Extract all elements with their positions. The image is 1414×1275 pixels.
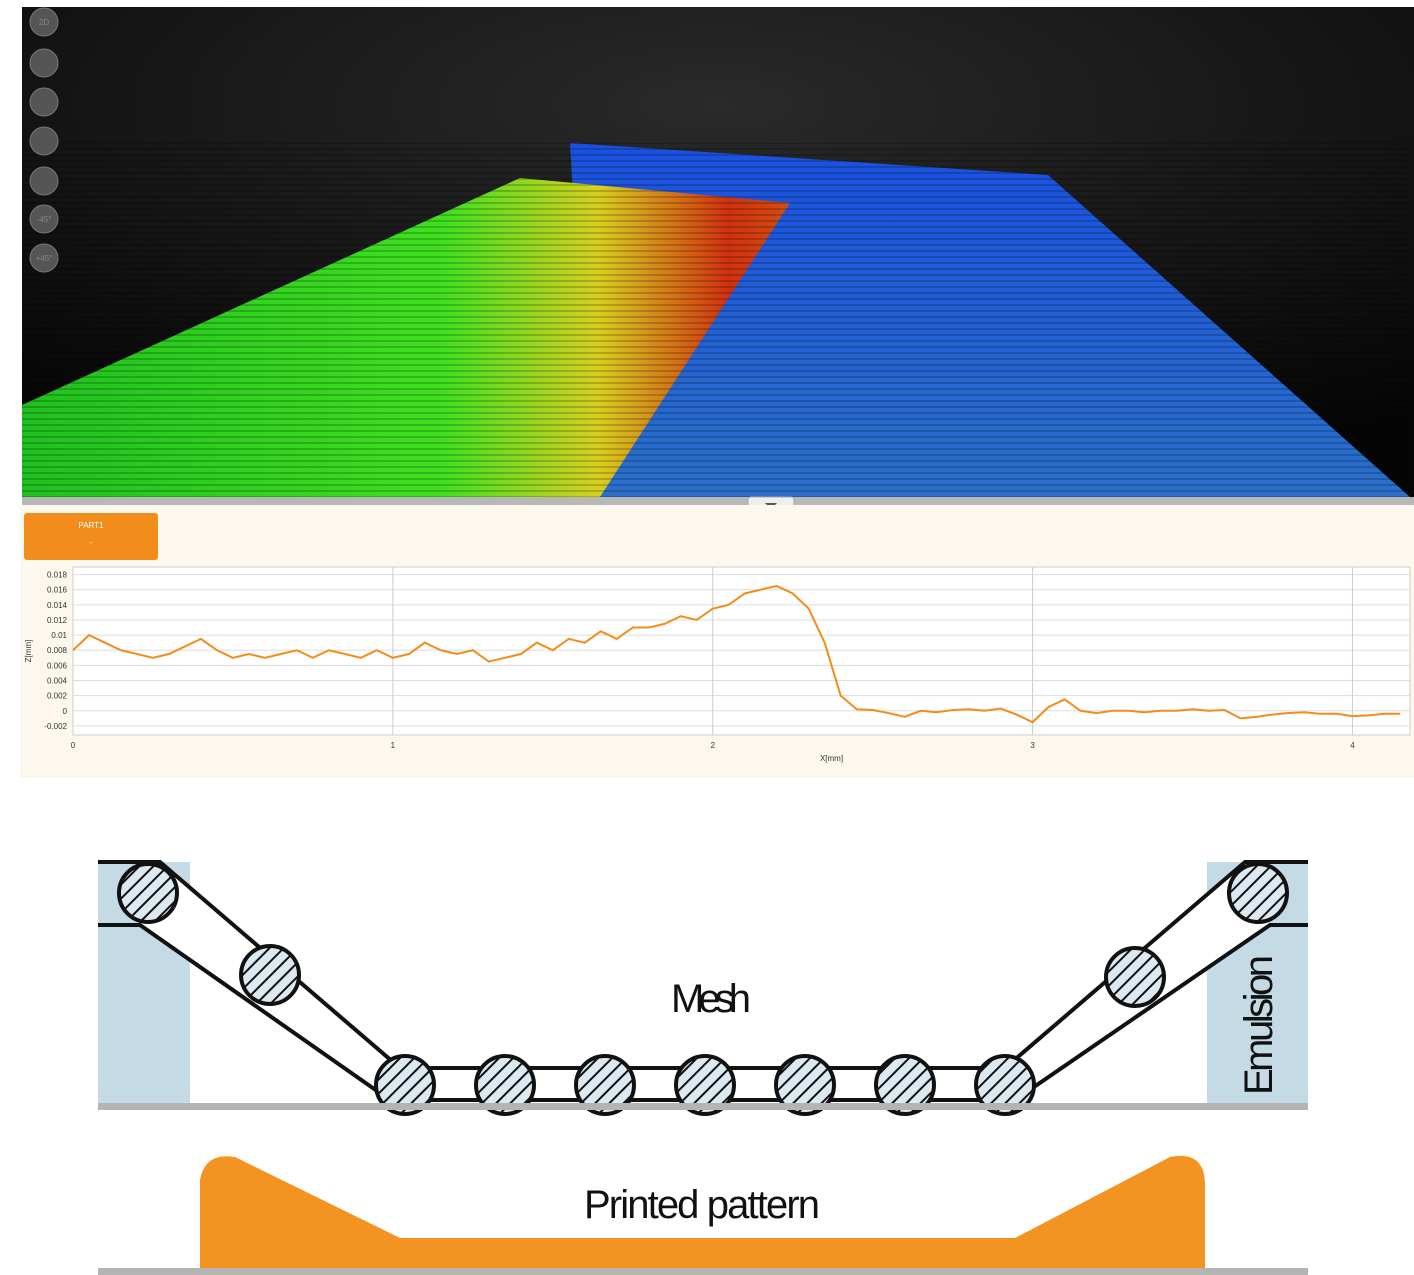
view-button-label: 2D [39, 18, 49, 27]
tab-value: - [24, 538, 158, 547]
y-tick-label: 0.016 [47, 586, 68, 595]
y-tick-label: 0.006 [47, 661, 68, 670]
x-tick-label: 0 [71, 741, 76, 750]
emulsion-label: Emulsion [1237, 955, 1281, 1095]
view-button[interactable] [30, 88, 58, 116]
y-axis-label: Z[mm] [24, 640, 33, 663]
tab-title: PART1 [24, 521, 158, 530]
y-tick-label: 0 [63, 707, 68, 716]
y-tick-label: 0.002 [47, 692, 68, 701]
view-button[interactable] [30, 49, 58, 77]
y-tick-label: 0.012 [47, 616, 68, 625]
splitter [22, 497, 1414, 505]
view-button-label: -45° [37, 215, 52, 224]
part-tab[interactable]: PART1 - [24, 513, 158, 560]
mesh-label: Mesh [671, 977, 751, 1021]
x-axis-label: X[mm] [820, 754, 843, 763]
x-tick-label: 4 [1350, 741, 1355, 750]
view-button[interactable] [30, 167, 58, 195]
y-tick-label: 0.008 [47, 646, 68, 655]
page: 2D -45° +45° 0.018 0.016 0.014 0.012 0.01 0.008… [0, 0, 1414, 1275]
print-label: Printed pattern [584, 1183, 820, 1227]
y-tick-label: 0.004 [47, 677, 68, 686]
view-button[interactable] [30, 127, 58, 155]
x-tick-label: 2 [710, 741, 715, 750]
x-tick-label: 1 [391, 741, 396, 750]
view-button-label: +45° [36, 254, 53, 263]
x-tick-label: 3 [1030, 741, 1035, 750]
y-tick-label: 0.01 [51, 631, 67, 640]
y-tick-label: -0.002 [44, 722, 67, 731]
y-tick-label: 0.018 [47, 571, 68, 580]
substrate [98, 1103, 1308, 1110]
screen: 2D -45° +45° 0.018 0.016 0.014 0.012 0.01 0.008… [0, 0, 1414, 1275]
print-substrate [98, 1268, 1308, 1275]
diagram: Mesh Emulsion Printed pattern [98, 862, 1308, 1275]
y-tick-label: 0.014 [47, 601, 68, 610]
scanlines [22, 143, 1410, 497]
